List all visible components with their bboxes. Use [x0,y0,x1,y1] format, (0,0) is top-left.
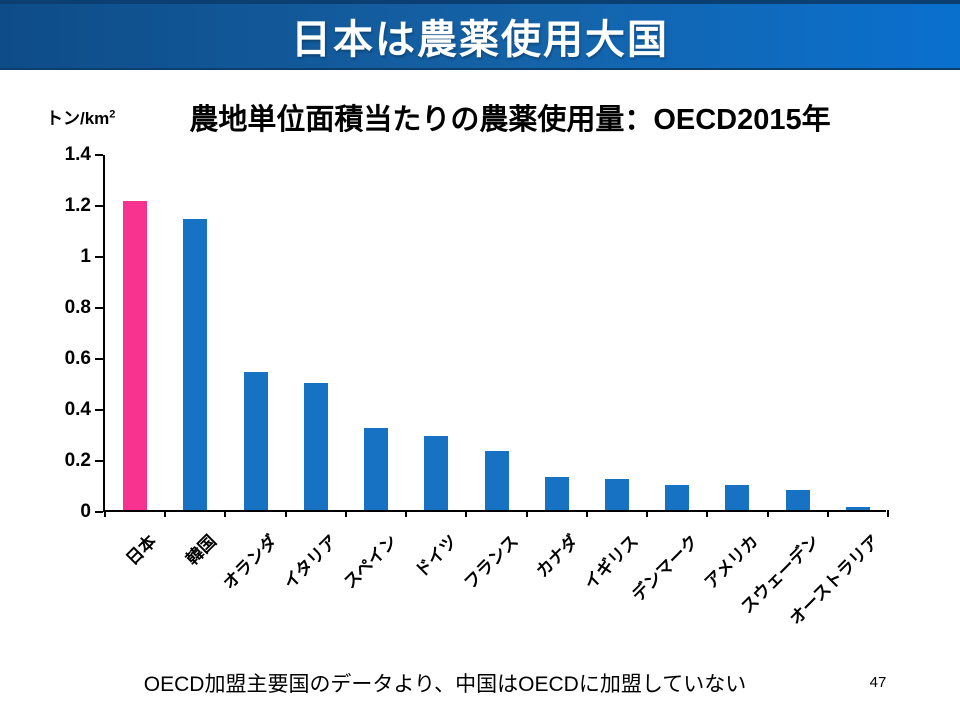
x-axis-tick-3 [284,510,287,517]
y-axis-label-0.4: 0.4 [64,399,91,420]
x-axis-tick-13 [887,510,889,517]
bar-chart-plot-area: 0 0.2 0.4 0.6 0.8 1 1.2 1.4 日本 韓国 オランダ イタリア スペイン ドイツフ… [65,144,889,629]
page-number: 47 [869,674,887,691]
y-axis-tick-1 [95,460,103,462]
x-axis-tick-2 [224,510,227,517]
unit-text: トン/km [46,109,110,128]
y-axis-label-0: 0 [80,501,91,522]
y-axis-tick-7 [95,154,103,156]
y-axis-label-1.4: 1.4 [64,144,91,165]
bar-13 [845,507,870,510]
x-axis-tick-4 [344,510,347,517]
y-axis-label-1: 1 [80,246,91,267]
title-banner: 日本は農薬使用大国 [0,0,960,70]
chart-title: 農地単位面積当たりの農薬使用量：OECD2015年 [189,104,831,136]
bar-6 [424,436,449,510]
bar-5 [364,428,389,510]
bar-7 [484,451,509,510]
unit-superscript: 2 [109,108,116,121]
bar-4 [303,382,328,510]
y-axis-tick-3 [95,358,103,360]
bar-10 [665,484,690,510]
y-axis-label-0.8: 0.8 [64,297,91,318]
x-axis-tick-12 [826,510,829,517]
footer-note: OECD加盟主要国のデータより、中国はOECDに加盟していない [143,673,747,696]
bar-2 [183,219,208,510]
x-axis-tick-5 [405,510,408,517]
x-axis-tick-11 [766,510,769,517]
y-axis-label-0.2: 0.2 [64,450,91,471]
bar-11 [725,484,750,510]
x-axis-tick-8 [585,510,588,517]
x-axis-tick-0 [104,510,106,517]
y-axis-tick-2 [95,409,103,411]
bar-12 [785,489,810,510]
bar-8 [544,476,569,510]
y-axis-unit-label: トン/km2 [46,104,115,129]
y-axis-tick-0 [95,511,103,513]
x-axis-tick-7 [525,510,528,517]
y-axis-tick-5 [95,256,103,258]
x-axis-tick-10 [706,510,709,517]
bar-3 [243,372,268,510]
y-axis-label-1.2: 1.2 [64,195,91,216]
x-axis-tick-1 [164,510,167,517]
y-axis-tick-4 [95,307,103,309]
y-axis-label-0.6: 0.6 [64,348,91,369]
slide-title: 日本は農薬使用大国 [291,18,669,62]
y-axis-tick-6 [95,205,103,207]
bar-1 [123,201,148,510]
x-axis-tick-6 [465,510,468,517]
x-axis-tick-9 [646,510,649,517]
bar-9 [604,479,629,510]
